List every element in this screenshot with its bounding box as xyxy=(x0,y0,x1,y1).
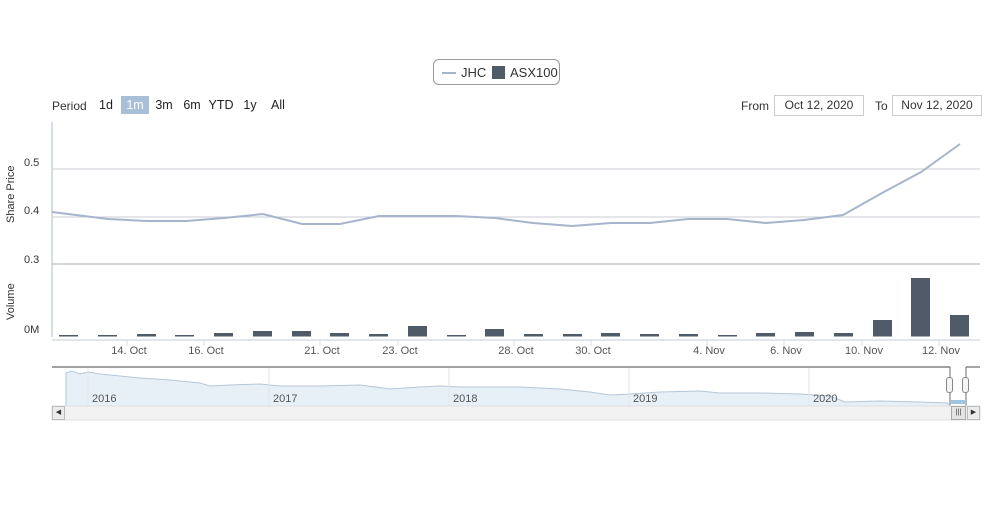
from-label: From xyxy=(741,99,769,113)
scrollbar-thumb-grip-icon[interactable]: ||| xyxy=(951,406,966,420)
jhc-legend-line-icon[interactable] xyxy=(442,72,456,74)
range-button-1m[interactable]: 1m xyxy=(121,96,149,114)
legend-item-asx100[interactable]: ASX100 xyxy=(510,65,558,80)
period-label: Period xyxy=(52,99,87,113)
scroll-left-arrow-icon[interactable]: ◀ xyxy=(52,406,65,420)
navigator-year-2020: 2020 xyxy=(813,393,838,405)
to-date-input[interactable]: Nov 12, 2020 xyxy=(892,95,982,116)
x-tick-12-nov: 12. Nov xyxy=(922,345,960,357)
navigator-year-2016: 2016 xyxy=(92,393,117,405)
x-tick-16-oct: 16. Oct xyxy=(188,345,224,357)
y-tick-0.4: 0.4 xyxy=(24,205,40,217)
navigator-year-2019: 2019 xyxy=(633,393,658,405)
legend-item-jhc[interactable]: JHC xyxy=(461,65,487,80)
range-button-3m[interactable]: 3m xyxy=(155,98,173,112)
asx100-legend-square-icon[interactable] xyxy=(492,66,505,79)
y-tick-0m: 0M xyxy=(24,324,40,336)
x-tick-28-oct: 28. Oct xyxy=(498,345,534,357)
navigator-year-2017: 2017 xyxy=(273,393,298,405)
navigator-year-2018: 2018 xyxy=(453,393,478,405)
range-button-6m[interactable]: 6m xyxy=(183,98,201,112)
x-tick-14-oct: 14. Oct xyxy=(111,345,147,357)
y-tick-0.3: 0.3 xyxy=(24,254,40,266)
x-tick-6-nov: 6. Nov xyxy=(770,345,802,357)
range-button-1y[interactable]: 1y xyxy=(243,98,257,112)
x-tick-21-oct: 21. Oct xyxy=(304,345,340,357)
scroll-right-arrow-icon[interactable]: ▶ xyxy=(967,406,980,420)
to-label: To xyxy=(875,99,888,113)
navigator-left-handle[interactable] xyxy=(946,377,953,393)
x-tick-4-nov: 4. Nov xyxy=(693,345,725,357)
range-button-1d[interactable]: 1d xyxy=(99,98,113,112)
from-date-input[interactable]: Oct 12, 2020 xyxy=(774,95,864,116)
y-tick-0.5: 0.5 xyxy=(24,157,40,169)
range-button-all[interactable]: All xyxy=(271,98,285,112)
x-tick-10-nov: 10. Nov xyxy=(845,345,883,357)
chart-legend: JHC ASX100 xyxy=(433,59,560,85)
x-tick-30-oct: 30. Oct xyxy=(575,345,611,357)
range-button-ytd[interactable]: YTD xyxy=(208,98,234,112)
x-tick-23-oct: 23. Oct xyxy=(382,345,418,357)
navigator-right-handle[interactable] xyxy=(962,377,969,393)
